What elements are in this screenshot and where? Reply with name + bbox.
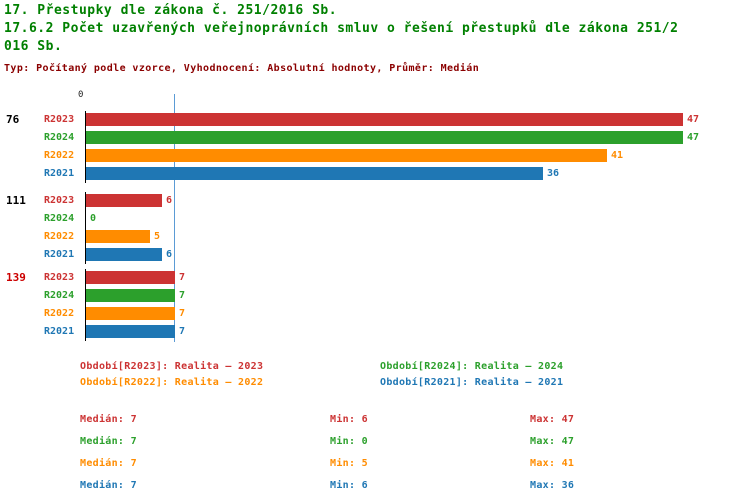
series-label: R2021 xyxy=(44,168,75,179)
bar-value-label: 7 xyxy=(179,290,186,301)
horizontal-bar-chart: 0 76 R2023 47 R2024 47 R2022 41 R2021 36 111 R2023… xyxy=(0,88,750,348)
series-label: R2021 xyxy=(44,326,75,337)
legend-item-r2022: Období[R2022]: Realita – 2022 xyxy=(80,377,264,388)
group-label: 76 xyxy=(6,113,20,126)
bar-value-label: 47 xyxy=(687,114,700,125)
bar-r2022 xyxy=(86,307,175,320)
stat-median-value: Medián: 7 xyxy=(80,436,137,447)
group-label: 111 xyxy=(6,194,26,207)
median-line xyxy=(174,94,175,342)
series-label: R2021 xyxy=(44,249,75,260)
stat-max-value: Max: 47 xyxy=(530,436,575,447)
stat-median-value: Medián: 7 xyxy=(80,480,137,491)
series-label: R2023 xyxy=(44,114,75,125)
series-label: R2024 xyxy=(44,132,75,143)
bar-r2024 xyxy=(86,131,683,144)
legend-item-r2024: Období[R2024]: Realita – 2024 xyxy=(380,361,564,372)
stat-min-value: Min: 0 xyxy=(330,436,368,447)
bar-value-label: 5 xyxy=(154,231,161,242)
stat-median-value: Medián: 7 xyxy=(80,414,137,425)
axis-zero-label: 0 xyxy=(78,90,84,100)
stat-min-value: Min: 6 xyxy=(330,414,368,425)
y-axis-segment xyxy=(85,111,86,183)
bar-value-label: 7 xyxy=(179,272,186,283)
page-title: 17. Přestupky dle zákona č. 251/2016 Sb. xyxy=(4,3,338,18)
bar-r2022 xyxy=(86,230,150,243)
series-label: R2023 xyxy=(44,195,75,206)
bar-r2024 xyxy=(86,289,175,302)
y-axis-segment xyxy=(85,269,86,341)
page-subtitle: 17.6.2 Počet uzavřených veřejnoprávních … xyxy=(4,21,679,54)
stat-max-value: Max: 36 xyxy=(530,480,575,491)
series-label: R2024 xyxy=(44,213,75,224)
bar-value-label: 36 xyxy=(547,168,560,179)
stat-max-value: Max: 41 xyxy=(530,458,575,469)
series-label: R2023 xyxy=(44,272,75,283)
chart-meta-line: Typ: Počítaný podle vzorce, Vyhodnocení:… xyxy=(4,63,480,74)
bar-value-label: 41 xyxy=(611,150,624,161)
bar-r2023 xyxy=(86,271,175,284)
stats-table: Medián: 7 Min: 6 Max: 47 Medián: 7 Min: 0 Max… xyxy=(80,410,680,498)
stat-min-value: Min: 5 xyxy=(330,458,368,469)
series-label: R2022 xyxy=(44,150,75,161)
bar-value-label: 7 xyxy=(179,326,186,337)
group-label: 139 xyxy=(6,271,26,284)
stats-row-r2022: Medián: 7 Min: 5 Max: 41 xyxy=(80,454,680,476)
bar-r2023 xyxy=(86,194,162,207)
stats-row-r2021: Medián: 7 Min: 6 Max: 36 xyxy=(80,476,680,498)
bar-value-label: 0 xyxy=(90,213,97,224)
stats-row-r2023: Medián: 7 Min: 6 Max: 47 xyxy=(80,410,680,432)
legend-item-r2023: Období[R2023]: Realita – 2023 xyxy=(80,361,264,372)
series-label: R2024 xyxy=(44,290,75,301)
stat-min-value: Min: 6 xyxy=(330,480,368,491)
bar-value-label: 7 xyxy=(179,308,186,319)
stats-row-r2024: Medián: 7 Min: 0 Max: 47 xyxy=(80,432,680,454)
legend-item-r2021: Období[R2021]: Realita – 2021 xyxy=(380,377,564,388)
bar-r2021 xyxy=(86,248,162,261)
bar-value-label: 47 xyxy=(687,132,700,143)
stat-max-value: Max: 47 xyxy=(530,414,575,425)
stat-median-value: Medián: 7 xyxy=(80,458,137,469)
bar-r2023 xyxy=(86,113,683,126)
bar-value-label: 6 xyxy=(166,195,173,206)
legend: Období[R2023]: Realita – 2023 Období[R202… xyxy=(80,361,680,388)
bar-r2022 xyxy=(86,149,607,162)
series-label: R2022 xyxy=(44,231,75,242)
bar-r2021 xyxy=(86,325,175,338)
y-axis-segment xyxy=(85,192,86,264)
bar-r2021 xyxy=(86,167,543,180)
bar-value-label: 6 xyxy=(166,249,173,260)
series-label: R2022 xyxy=(44,308,75,319)
